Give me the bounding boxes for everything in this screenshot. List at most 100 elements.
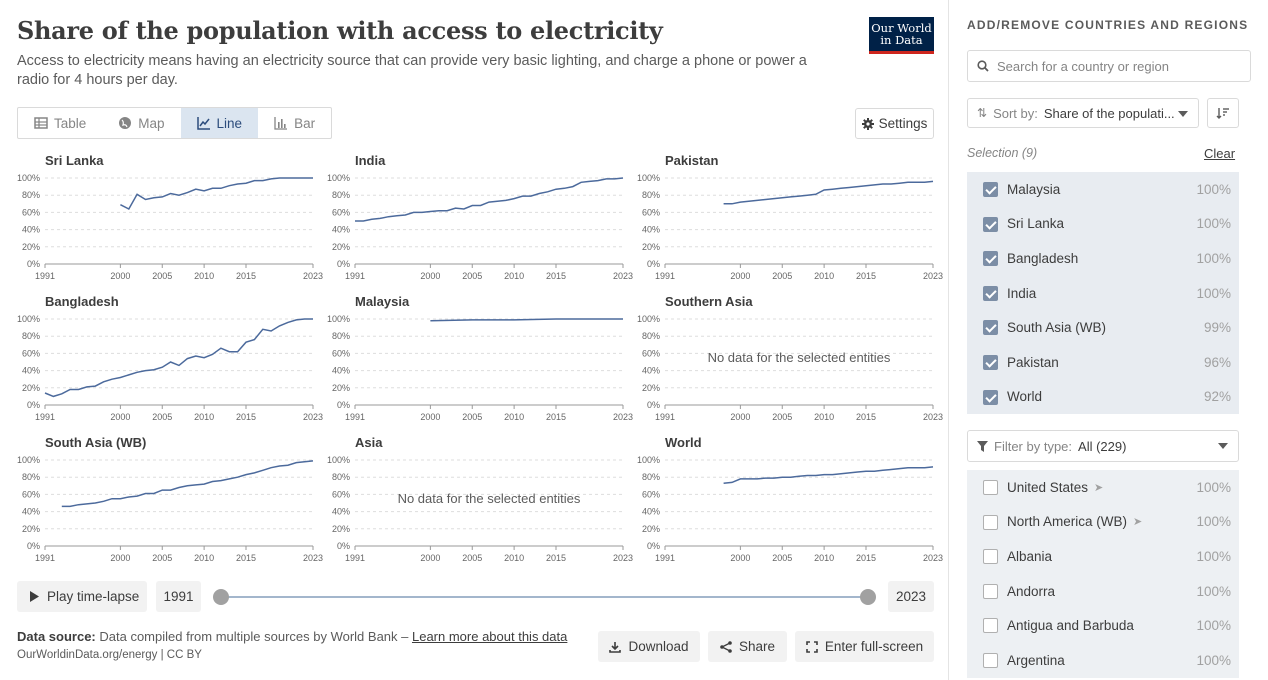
learn-more-link[interactable]: Learn more about this data — [411, 629, 568, 644]
checkbox[interactable] — [983, 618, 998, 634]
checkbox[interactable] — [983, 182, 998, 197]
y-tick-label: 40% — [642, 225, 660, 235]
y-tick-label: 60% — [22, 207, 40, 217]
checkbox[interactable] — [983, 320, 998, 336]
checkbox[interactable] — [983, 549, 998, 565]
selected-entity-row[interactable]: Bangladesh 100% — [967, 241, 1239, 276]
bar-chart-icon — [274, 117, 288, 130]
x-tick-label: 2023 — [923, 271, 943, 281]
y-tick-label: 40% — [642, 507, 660, 517]
y-tick-label: 40% — [332, 366, 350, 376]
entity-panel-title: ADD/REMOVE COUNTRIES AND REGIONS — [967, 18, 1249, 32]
source-label: Data source: — [17, 629, 96, 644]
checkbox[interactable] — [983, 216, 998, 232]
y-tick-label: 100% — [637, 455, 660, 465]
entity-value: 96% — [1203, 354, 1231, 370]
chart-tabs: Table Map Line Bar — [17, 107, 333, 139]
entity-row[interactable]: Antigua and Barbuda 100% — [967, 608, 1239, 643]
expand-icon — [806, 640, 818, 653]
checkbox[interactable] — [983, 354, 998, 370]
settings-button[interactable]: Settings — [855, 108, 934, 139]
play-timelapse-button[interactable]: Play time-lapse — [17, 581, 147, 612]
tab-map-label: Map — [138, 115, 165, 131]
checkbox[interactable] — [983, 583, 998, 599]
entity-row[interactable]: Argentina 100% — [967, 643, 1239, 678]
checkbox[interactable] — [983, 480, 998, 495]
selection-count: Selection (9) — [967, 146, 1038, 160]
x-tick-label: 2023 — [303, 553, 323, 563]
y-tick-label: 60% — [642, 489, 660, 499]
fullscreen-button[interactable]: Enter full-screen — [795, 631, 934, 662]
tab-table[interactable]: Table — [18, 108, 102, 138]
clear-selection-link[interactable]: Clear — [1204, 146, 1236, 161]
checkbox[interactable] — [983, 285, 998, 301]
entity-value: 100% — [1196, 652, 1231, 668]
entity-name: Argentina — [1007, 652, 1065, 668]
panel-title: India — [355, 153, 386, 168]
search-placeholder: Search for a country or region — [997, 58, 1169, 74]
location-arrow-icon: ➤ — [1094, 481, 1104, 494]
entity-value: 100% — [1196, 285, 1231, 301]
x-tick-label: 1991 — [345, 412, 365, 422]
y-tick-label: 60% — [642, 348, 660, 358]
entity-value: 100% — [1196, 181, 1231, 197]
y-tick-label: 40% — [332, 225, 350, 235]
x-tick-label: 2005 — [152, 271, 172, 281]
start-year-box[interactable]: 1991 — [156, 581, 201, 612]
y-tick-label: 80% — [22, 472, 40, 482]
play-icon — [30, 591, 39, 602]
end-handle[interactable] — [860, 589, 876, 605]
chart-frame — [948, 0, 949, 680]
owid-logo[interactable]: Our World in Data — [869, 17, 934, 54]
series-line — [120, 177, 313, 210]
sort-arrows-icon: ⇅ — [977, 106, 988, 120]
entity-row[interactable]: Andorra 100% — [967, 574, 1239, 609]
sort-order-button[interactable] — [1207, 98, 1239, 128]
entity-row[interactable]: Albania 100% — [967, 539, 1239, 574]
entity-name: Albania — [1007, 548, 1053, 564]
selected-entity-row[interactable]: Pakistan 96% — [967, 345, 1239, 380]
sort-dropdown[interactable]: ⇅ Sort by: Share of the populati... — [967, 98, 1199, 128]
panel-title: Malaysia — [355, 294, 410, 309]
y-tick-label: 60% — [642, 207, 660, 217]
selected-entity-row[interactable]: Sri Lanka 100% — [967, 207, 1239, 242]
download-button[interactable]: Download — [598, 631, 700, 662]
x-tick-label: 2010 — [504, 553, 524, 563]
tab-line[interactable]: Line — [180, 108, 259, 138]
globe-icon — [119, 117, 132, 129]
checkbox[interactable] — [983, 389, 998, 405]
data-source: Data source: Data compiled from multiple… — [17, 629, 567, 644]
fullscreen-label: Enter full-screen — [824, 639, 924, 654]
selected-entity-row[interactable]: World 92% — [967, 380, 1239, 415]
checkbox[interactable] — [983, 514, 998, 530]
source-text: Data compiled from multiple sources by W… — [99, 629, 412, 644]
series-line — [723, 466, 934, 484]
logo-line-2: in Data — [880, 33, 923, 47]
timeline-track[interactable] — [221, 596, 868, 598]
checkbox[interactable] — [983, 251, 998, 267]
selected-entity-row[interactable]: South Asia (WB) 99% — [967, 310, 1239, 345]
tab-map[interactable]: Map — [102, 108, 180, 138]
entity-value: 100% — [1196, 583, 1231, 599]
share-button[interactable]: Share — [708, 631, 787, 662]
x-tick-label: 2023 — [613, 412, 633, 422]
checkbox[interactable] — [983, 652, 998, 668]
x-tick-label: 2005 — [772, 412, 792, 422]
y-tick-label: 0% — [647, 400, 660, 410]
end-year-box[interactable]: 2023 — [888, 581, 934, 612]
x-tick-label: 2010 — [194, 553, 214, 563]
entity-name: Pakistan — [1007, 354, 1059, 370]
series-line — [430, 318, 623, 322]
tab-bar[interactable]: Bar — [258, 108, 331, 138]
selected-entity-row[interactable]: India 100% — [967, 276, 1239, 311]
type-filter-dropdown[interactable]: Filter by type: All (229) — [967, 430, 1239, 462]
entity-value: 92% — [1203, 389, 1231, 405]
x-tick-label: 1991 — [35, 271, 55, 281]
download-icon — [609, 641, 622, 653]
entity-row[interactable]: North America (WB) ➤ 100% — [967, 505, 1239, 540]
entity-row[interactable]: United States ➤ 100% — [967, 470, 1239, 505]
start-handle[interactable] — [213, 589, 229, 605]
entity-search-input[interactable]: Search for a country or region — [967, 50, 1251, 82]
selected-entity-list: Malaysia 100% Sri Lanka 100% Bangladesh 100… — [967, 172, 1239, 415]
selected-entity-row[interactable]: Malaysia 100% — [967, 172, 1239, 207]
